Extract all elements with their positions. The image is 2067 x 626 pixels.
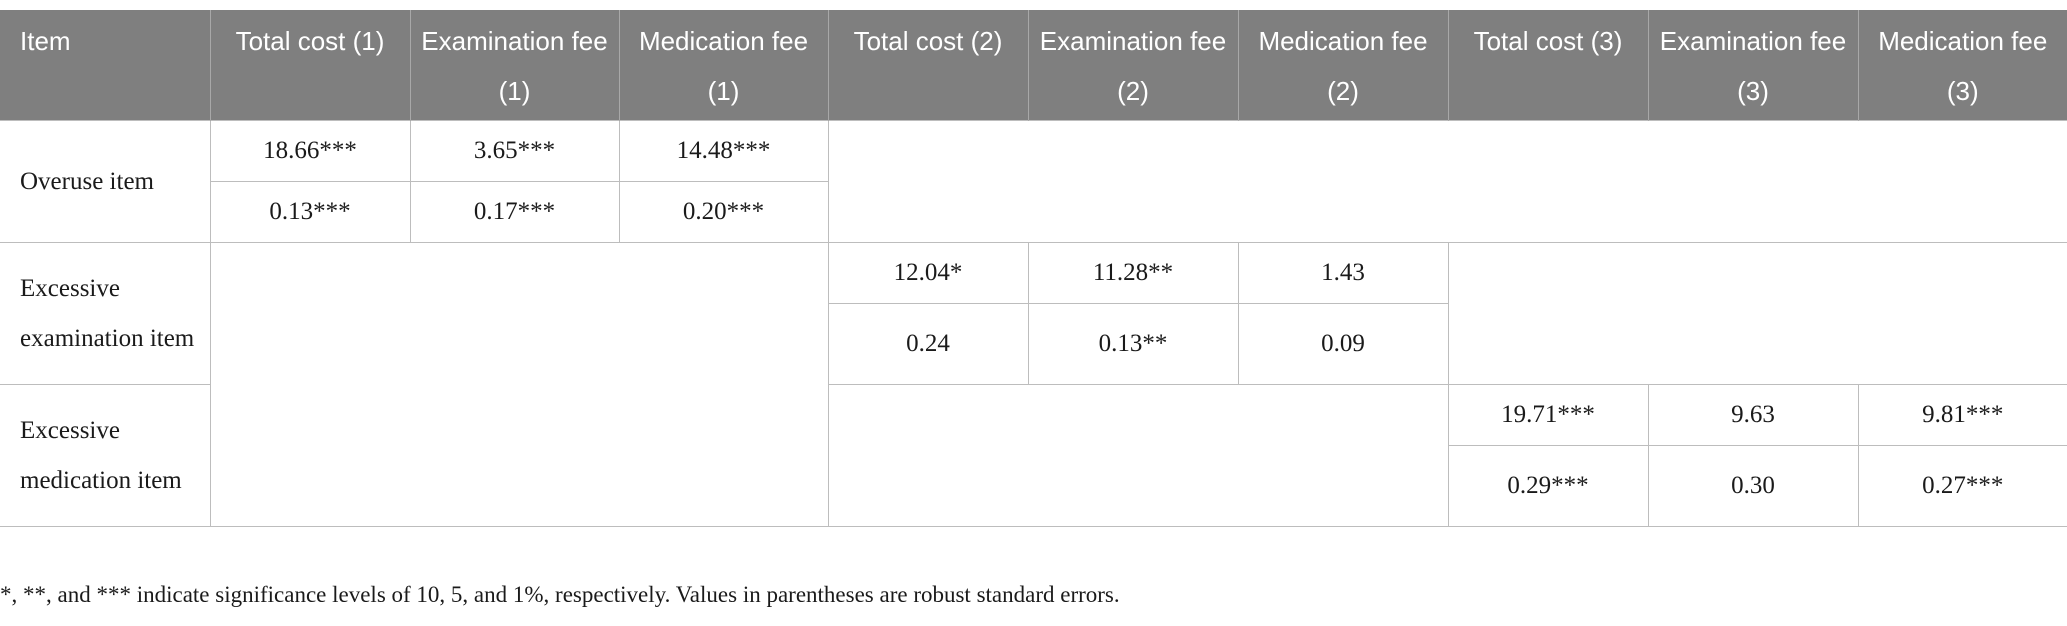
empty-cell (827, 384, 1449, 527)
row-label-excessive-examination-item: Excessive examination item (0, 242, 211, 385)
row-label-excessive-medication-item: Excessive medication item (0, 384, 211, 527)
empty-cell (1447, 242, 2067, 385)
table-row: 0.13*** 0.17*** 0.20*** (0, 181, 2067, 243)
header-medication-fee-1: Medication fee (1) (618, 10, 828, 121)
cell-coef: 12.04* (827, 242, 1029, 304)
header-examination-fee-1: Examination fee (1) (409, 10, 619, 121)
cell-se: 0.13** (1027, 303, 1239, 385)
cell-coef: 3.65*** (409, 120, 620, 182)
header-total-cost-1: Total cost (1) (209, 10, 410, 121)
cell-coef: 18.66*** (209, 120, 411, 182)
row-label-overuse-item: Overuse item (0, 120, 211, 243)
header-item: Item (0, 10, 210, 121)
cell-coef: 9.81*** (1857, 384, 2067, 446)
header-medication-fee-3: Medication fee (3) (1857, 10, 2067, 121)
header-total-cost-3: Total cost (3) (1447, 10, 1648, 121)
header-total-cost-2: Total cost (2) (827, 10, 1028, 121)
cell-coef: 1.43 (1237, 242, 1449, 304)
table-row: Excessive medication item 19.71*** 9.63 … (0, 384, 2067, 527)
cell-coef: 19.71*** (1447, 384, 1649, 446)
cell-se: 0.13*** (209, 181, 411, 243)
table-footnote: *, **, and *** indicate significance lev… (0, 582, 1120, 607)
regression-table: Item Total cost (1) Examination fee (1) … (0, 10, 2067, 527)
cell-se: 0.30 (1647, 445, 1859, 527)
cell-se: 0.29*** (1447, 445, 1649, 527)
cell-se: 0.17*** (409, 181, 620, 243)
cell-se: 0.24 (827, 303, 1029, 385)
cell-coef: 9.63 (1647, 384, 1859, 446)
table-row: Excessive examination item 12.04* 11.28*… (0, 242, 2067, 527)
header-examination-fee-2: Examination fee (2) (1027, 10, 1238, 121)
header-examination-fee-3: Examination fee (3) (1647, 10, 1858, 121)
cell-se: 0.09 (1237, 303, 1449, 385)
cell-coef: 14.48*** (618, 120, 829, 182)
header-medication-fee-2: Medication fee (2) (1237, 10, 1448, 121)
table-row: Overuse item 18.66*** 3.65*** 14.48*** (0, 120, 2067, 243)
table-row: 0.29*** 0.30 0.27*** (0, 445, 2067, 527)
empty-cell (827, 120, 2067, 243)
cell-se: 0.20*** (618, 181, 829, 243)
header-row: Item Total cost (1) Examination fee (1) … (0, 10, 2067, 121)
cell-se: 0.27*** (1857, 445, 2067, 527)
empty-cell (209, 242, 829, 527)
cell-coef: 11.28** (1027, 242, 1239, 304)
